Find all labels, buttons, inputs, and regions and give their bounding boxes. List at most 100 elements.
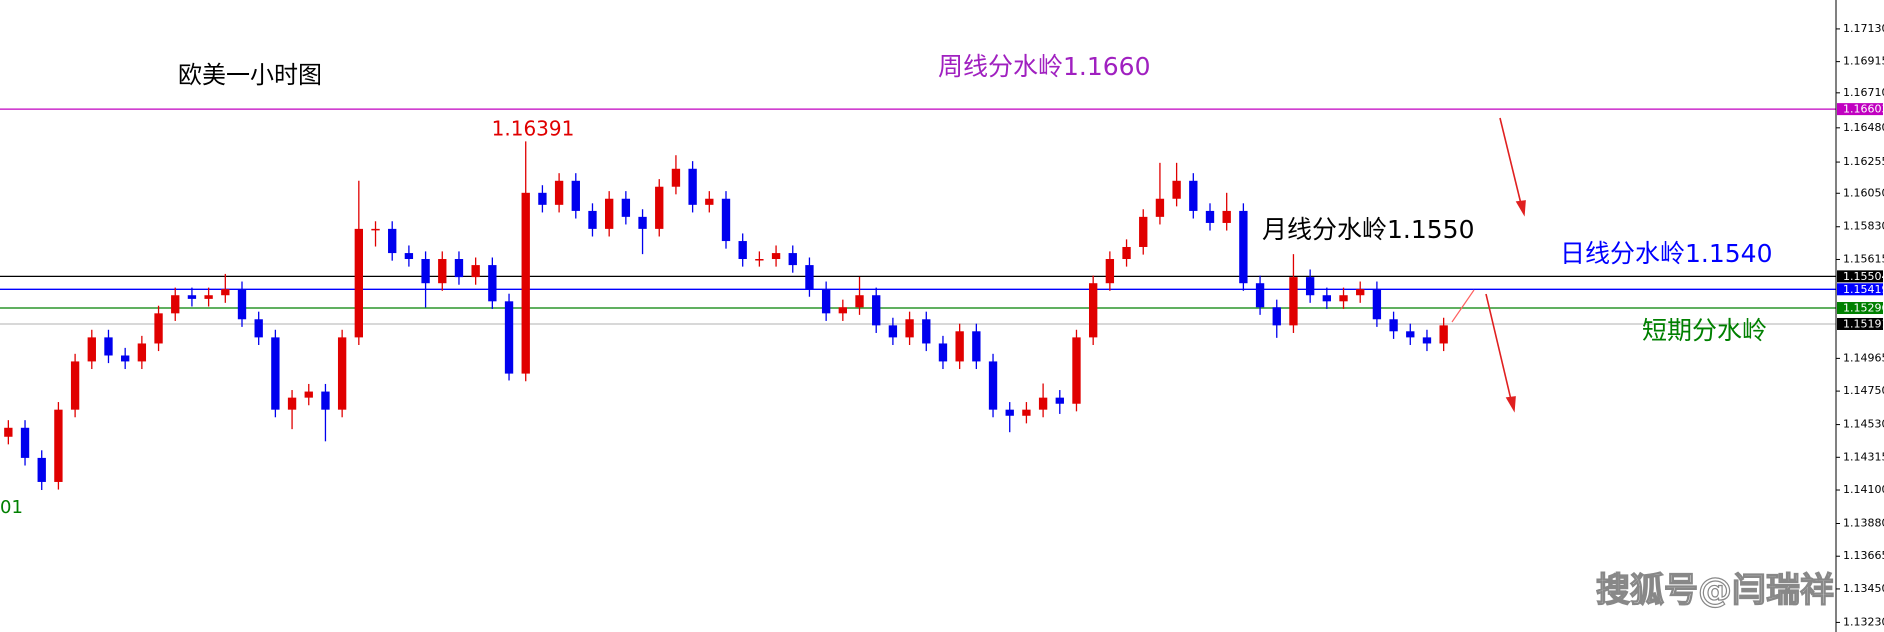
candle-body (1139, 216, 1148, 247)
y-tick-label: 1.16480 (1843, 121, 1884, 134)
candle-body (1005, 409, 1014, 416)
candle-body (171, 295, 180, 314)
candle-body (388, 228, 397, 254)
level-label-bg (1837, 317, 1883, 330)
arrows (1485, 117, 1526, 413)
candle-body (1189, 180, 1198, 211)
candle-body (1356, 289, 1365, 296)
candle-body (287, 397, 297, 410)
y-tick-label: 1.13665 (1843, 549, 1884, 562)
candle-body (1155, 198, 1165, 217)
candle-body (638, 216, 647, 229)
candle-body (1239, 210, 1248, 284)
candle-body (454, 259, 464, 278)
y-tick-label: 1.15830 (1843, 220, 1884, 233)
candle-body (821, 289, 831, 314)
candle-body (20, 427, 30, 458)
arrow (1485, 293, 1513, 405)
chart-title: 欧美一小时图 (178, 61, 322, 89)
level-lines (0, 108, 1836, 325)
level-label: 1.15504 (1843, 270, 1884, 283)
candle-body (671, 168, 681, 187)
level-label: 1.16603 (1843, 103, 1884, 116)
level-label-bg (1837, 302, 1883, 315)
candle-body (354, 228, 363, 338)
candle-body (1172, 180, 1181, 199)
candle-body (1072, 337, 1081, 404)
candle-body (721, 198, 731, 242)
candle-body (1205, 210, 1215, 223)
candle-body (1105, 259, 1115, 284)
candle-body (872, 295, 881, 326)
y-tick-label: 1.16255 (1843, 155, 1884, 168)
candle-body (121, 355, 130, 362)
candle-body (321, 391, 330, 410)
candle-body (1322, 295, 1331, 302)
arrow-head (1515, 200, 1526, 217)
trend-line (1451, 289, 1475, 323)
candle-body (1339, 295, 1348, 302)
y-tick-label: 1.16710 (1843, 86, 1884, 99)
candle-body (1089, 283, 1098, 338)
level-label-bg (1837, 283, 1883, 296)
high-annotation: 1.16391 (492, 117, 575, 141)
short-term-annotation: 短期分水岭 (1642, 316, 1767, 345)
candle-body (4, 427, 13, 437)
candle-body (588, 210, 597, 229)
level-label-bg (1837, 103, 1883, 116)
candle-body (1372, 289, 1382, 320)
candle-body (187, 295, 197, 299)
candle-body (154, 313, 163, 344)
candle-body (254, 319, 263, 338)
candle-body (421, 259, 430, 284)
candle-body (504, 301, 514, 374)
y-tick-label: 1.16915 (1843, 55, 1884, 68)
candle-body (688, 168, 697, 205)
candle-body (1305, 277, 1315, 296)
y-tick-label: 1.13450 (1843, 582, 1884, 595)
level-label-bg (1837, 270, 1883, 283)
y-tick-label: 1.14530 (1843, 418, 1884, 431)
monthly-annotation: 月线分水岭1.1550 (1262, 215, 1474, 244)
candle-body (371, 228, 380, 231)
candle-body (1038, 397, 1048, 410)
candle-body (1055, 397, 1064, 404)
candle-body (738, 241, 747, 260)
watermark: 搜狐号@闫瑞祥 (1596, 571, 1834, 611)
candle-body (471, 265, 480, 278)
candles (4, 141, 1448, 491)
candle-body (988, 361, 998, 410)
level-label: 1.15419 (1843, 283, 1884, 296)
y-tick-label: 1.14965 (1843, 351, 1884, 364)
candle-body (938, 343, 948, 362)
candle-body (571, 180, 580, 211)
candle-body (137, 343, 147, 362)
y-tick-label: 1.15615 (1843, 252, 1884, 265)
candle-body (271, 337, 280, 410)
candle-body (70, 361, 80, 410)
y-tick-label: 1.17130 (1843, 22, 1884, 35)
y-tick-label: 1.14750 (1843, 384, 1884, 397)
arrow-head (1505, 396, 1516, 413)
candle-body (1022, 409, 1031, 416)
candle-body (922, 319, 931, 344)
candle-body (488, 265, 497, 302)
candle-body (1406, 331, 1415, 338)
candle-body (955, 331, 964, 362)
candle-body (1289, 277, 1298, 326)
y-tick-label: 1.13230 (1843, 615, 1884, 628)
candle-body (838, 307, 847, 314)
y-tick-label: 1.16050 (1843, 186, 1884, 199)
candle-body (1255, 283, 1265, 308)
candle-body (972, 331, 981, 362)
candle-body (404, 253, 414, 260)
candle-body (204, 295, 213, 299)
candle-body (104, 337, 113, 356)
candle-body (1389, 319, 1398, 332)
candle-body (87, 337, 96, 362)
weekly-annotation: 周线分水岭1.1660 (938, 52, 1150, 81)
candle-body (621, 198, 631, 217)
candle-body (788, 253, 797, 266)
